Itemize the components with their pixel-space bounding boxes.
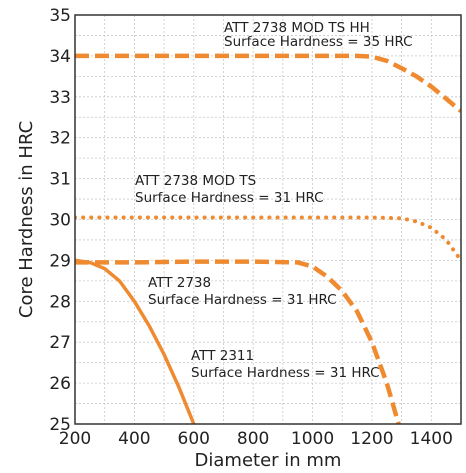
x-ticks: 200 400 600 800 1000 1200 1400 xyxy=(59,429,453,449)
series-line-att-2738-mod-ts-hh xyxy=(75,53,461,113)
surface-hardness-label: Surface Hardness = 31 HRC xyxy=(148,292,337,308)
x-tick-label: 1000 xyxy=(291,429,334,449)
series-label-att-2738: ATT 2738 xyxy=(148,275,211,291)
y-tick-label: 30 xyxy=(49,211,71,231)
x-tick-label: 800 xyxy=(237,429,269,449)
y-tick-label: 35 xyxy=(49,6,71,26)
y-ticks: 25 26 27 28 29 30 31 32 33 34 35 xyxy=(49,6,71,435)
series-line-att-2738-mod-ts xyxy=(75,215,461,263)
x-axis-title: Diameter in mm xyxy=(195,450,342,471)
y-tick-label: 32 xyxy=(49,129,71,149)
y-tick-label: 28 xyxy=(49,292,71,312)
surface-hardness-label: Surface Hardness = 31 HRC xyxy=(135,190,324,206)
x-tick-label: 1200 xyxy=(350,429,393,449)
y-tick-label: 34 xyxy=(49,47,71,67)
y-tick-label: 33 xyxy=(49,88,71,108)
y-tick-label: 25 xyxy=(49,415,71,435)
y-tick-label: 27 xyxy=(49,333,71,353)
y-tick-label: 26 xyxy=(49,374,71,394)
x-tick-label: 200 xyxy=(59,429,91,449)
x-tick-label: 400 xyxy=(118,429,150,449)
x-tick-label: 600 xyxy=(178,429,210,449)
y-tick-label: 31 xyxy=(49,170,71,190)
series-line-att-2311 xyxy=(75,258,196,424)
grid xyxy=(75,15,461,424)
surface-hardness-label: Surface Hardness = 35 HRC xyxy=(224,34,413,50)
y-tick-label: 29 xyxy=(49,251,71,271)
x-tick-label: 1400 xyxy=(410,429,453,449)
series-label-att-2738-mod-ts: ATT 2738 MOD TS xyxy=(135,173,256,189)
series-label-att-2311: ATT 2311 xyxy=(191,348,254,364)
plot-frame xyxy=(74,14,462,425)
series-label-att-2738-mod-ts-hh: ATT 2738 MOD TS HH xyxy=(224,20,370,36)
series-lines xyxy=(75,53,461,424)
y-axis-title: Core Hardness in HRC xyxy=(16,121,37,318)
series-line-att-2738 xyxy=(75,259,401,424)
surface-hardness-label: Surface Hardness = 31 HRC xyxy=(191,365,380,381)
